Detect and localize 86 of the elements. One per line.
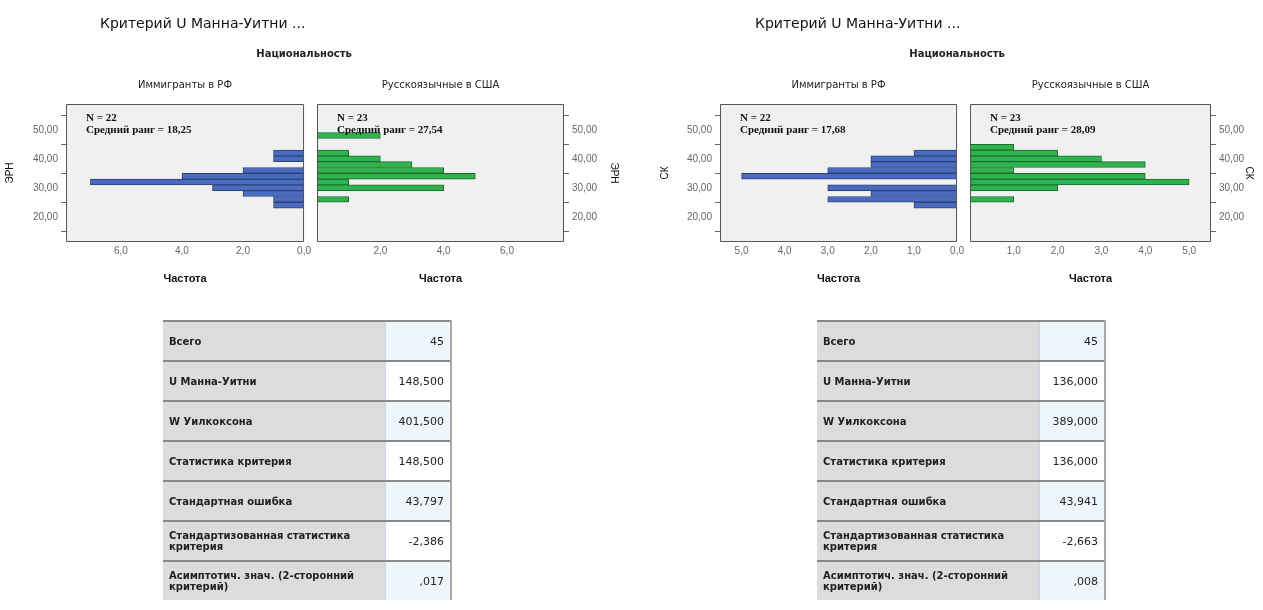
y-tick-label: 50,00 [686, 123, 713, 135]
y-axis-title: СК [658, 166, 670, 180]
text: 148,500 [385, 441, 451, 481]
text: Иммигранты в РФ [790, 79, 887, 90]
category-label: U Манна-Уитни [163, 361, 386, 401]
category-label: Стандартизованная статистика критерия [163, 521, 386, 561]
category-label: W Уилкоксона [817, 401, 1040, 441]
annotation: N = 22 [86, 111, 118, 123]
x-tick-label: 0,0 [297, 244, 312, 256]
x-tick-label: 5,0 [1182, 244, 1197, 256]
category-label: Статистика критерия [163, 441, 386, 481]
x-tick-label: 2,0 [373, 244, 388, 256]
annotation: Средний ранг = 17,68 [740, 123, 847, 135]
x-tick-label: 0,0 [950, 244, 965, 256]
category-label: Асимптотич. знач. (2-сторонний критерий) [817, 561, 1040, 600]
chart-subtitle: Национальность [255, 48, 353, 59]
y-tick-label: 30,00 [686, 181, 713, 193]
chart-title: Критерий U Манна-Уитни ... [755, 15, 961, 31]
text: -2,386 [385, 521, 451, 561]
x-tick-label: 3,0 [820, 244, 836, 256]
y-tick-label: 50,00 [32, 123, 59, 135]
text: 45 [385, 321, 451, 361]
category-label: Статистика критерия [817, 441, 1040, 481]
category-label: Асимптотич. знач. (2-сторонний критерий) [163, 561, 386, 600]
annotation: Средний ранг = 28,09 [990, 123, 1097, 135]
x-tick-label: 6,0 [113, 244, 129, 256]
x-axis-title: Частота [816, 272, 861, 285]
y-tick-label: 30,00 [572, 181, 598, 193]
x-tick-label: 2,0 [1050, 244, 1066, 256]
text: -2,663 [1039, 521, 1105, 561]
y-tick-label: 50,00 [572, 123, 598, 135]
y-tick-label: 20,00 [32, 210, 59, 222]
chart-subtitle: Национальность [908, 48, 1006, 59]
annotation: N = 23 [990, 111, 1022, 123]
y-tick-label: 40,00 [572, 152, 598, 164]
x-tick-label: 5,0 [734, 244, 749, 256]
x-tick-label: 4,0 [436, 244, 452, 256]
annotation: Средний ранг = 27,54 [337, 123, 444, 135]
text: 401,500 [385, 401, 451, 441]
text: 136,000 [1039, 361, 1105, 401]
category-label: Стандартная ошибка [817, 481, 1040, 521]
text: ,008 [1039, 561, 1105, 600]
x-tick-label: 6,0 [500, 244, 515, 256]
y-tick-label: 40,00 [1219, 152, 1245, 164]
annotation: N = 22 [740, 111, 772, 123]
category-label: U Манна-Уитни [817, 361, 1040, 401]
x-tick-label: 4,0 [777, 244, 793, 256]
x-axis-title: Частота [418, 272, 463, 285]
text: 136,000 [1039, 441, 1105, 481]
y-tick-label: 20,00 [686, 210, 713, 222]
x-tick-label: 2,0 [863, 244, 879, 256]
text: 45 [1039, 321, 1105, 361]
y-tick-label: 30,00 [1219, 181, 1245, 193]
text: 148,500 [385, 361, 451, 401]
y-tick-label: 20,00 [572, 210, 598, 222]
x-tick-label: 4,0 [1138, 244, 1153, 256]
x-tick-label: 1,0 [1006, 244, 1022, 256]
annotation: Средний ранг = 18,25 [86, 123, 193, 135]
x-tick-label: 3,0 [1094, 244, 1109, 256]
category-label: W Уилкоксона [163, 401, 386, 441]
y-tick-label: 20,00 [1219, 210, 1245, 222]
text: Русскоязычные в США [1030, 79, 1151, 90]
y-tick-label: 40,00 [32, 152, 59, 164]
y-axis-title: ЭРН [609, 162, 621, 184]
x-axis-title: Частота [163, 272, 208, 285]
text: 43,941 [1039, 481, 1105, 521]
x-tick-label: 1,0 [907, 244, 922, 256]
text: ,017 [385, 561, 451, 600]
text: Иммигранты в РФ [137, 79, 233, 90]
category-label: Стандартная ошибка [163, 481, 386, 521]
category-label: Всего [817, 321, 1040, 361]
x-tick-label: 2,0 [236, 244, 251, 256]
chart-title: Критерий U Манна-Уитни ... [100, 15, 306, 31]
text: 389,000 [1039, 401, 1105, 441]
x-axis-title: Частота [1068, 272, 1113, 285]
x-tick-label: 4,0 [175, 244, 190, 256]
annotation: N = 23 [337, 111, 369, 123]
y-axis-title: СК [1244, 166, 1256, 180]
category-label: Стандартизованная статистика критерия [817, 521, 1040, 561]
y-tick-label: 50,00 [1219, 123, 1245, 135]
y-tick-label: 40,00 [686, 152, 713, 164]
text: Русскоязычные в США [380, 79, 501, 90]
y-tick-label: 30,00 [32, 181, 59, 193]
category-label: Всего [163, 321, 386, 361]
text: 43,797 [385, 481, 451, 521]
y-axis-title: ЭРН [3, 162, 15, 184]
